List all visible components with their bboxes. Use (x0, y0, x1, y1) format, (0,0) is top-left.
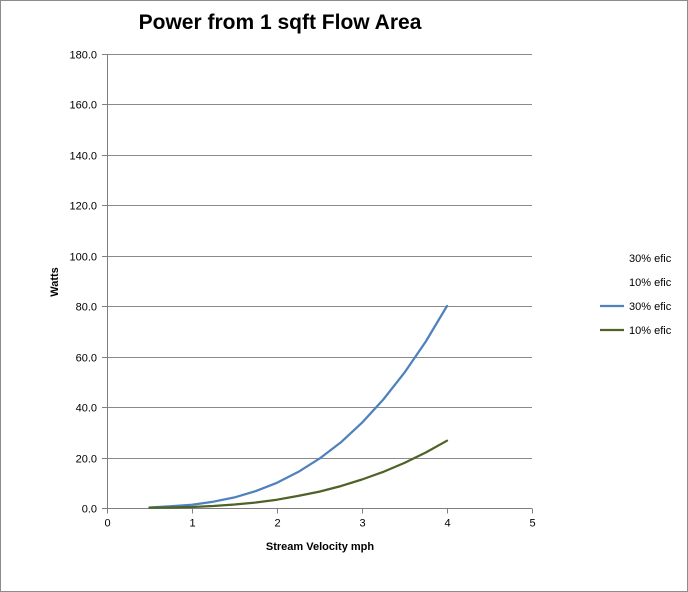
x-tick-labels: 0 1 2 3 4 5 (104, 518, 535, 530)
y-tick-label: 100.0 (69, 252, 97, 264)
y-tick-label: 180.0 (69, 50, 97, 62)
y-tick-label: 120.0 (69, 201, 97, 213)
y-tick-label: 60.0 (76, 353, 97, 365)
legend-entry: 10% efic (629, 277, 672, 289)
series-line-2 (148, 439, 449, 509)
x-tick-label: 1 (189, 518, 195, 530)
y-tick-label: 80.0 (76, 302, 97, 314)
grid-lines (107, 54, 532, 459)
x-tick-label: 0 (104, 518, 110, 530)
series-line-1 (148, 304, 449, 509)
legend-entry: 30% efic (600, 301, 672, 313)
data-series (148, 304, 449, 509)
legend: 30% efic 10% efic 30% efic 10% efic (600, 253, 672, 337)
y-tick-label: 0.0 (82, 504, 97, 516)
x-axis-title: Stream Velocity mph (266, 541, 374, 553)
y-tick-label: 160.0 (69, 100, 97, 112)
legend-entry: 30% efic (629, 253, 672, 265)
legend-label: 30% efic (629, 301, 672, 313)
x-tick-label: 5 (529, 518, 535, 530)
y-tick-label: 40.0 (76, 403, 97, 415)
legend-label: 10% efic (629, 325, 672, 337)
legend-label: 30% efic (629, 253, 672, 265)
x-tick-label: 4 (444, 518, 450, 530)
y-tick-label: 20.0 (76, 454, 97, 466)
y-axis-title: Watts (49, 267, 61, 297)
x-tick-label: 2 (274, 518, 280, 530)
legend-label: 10% efic (629, 277, 672, 289)
x-tick-label: 3 (359, 518, 365, 530)
legend-entry: 10% efic (600, 325, 672, 337)
y-tick-label: 140.0 (69, 151, 97, 163)
y-tick-labels: 0.0 20.0 40.0 60.0 80.0 100.0 120.0 140.0 160.0 1… (69, 50, 97, 516)
axes (102, 54, 533, 514)
chart-title: Power from 1 sqft Flow Area (139, 11, 422, 34)
